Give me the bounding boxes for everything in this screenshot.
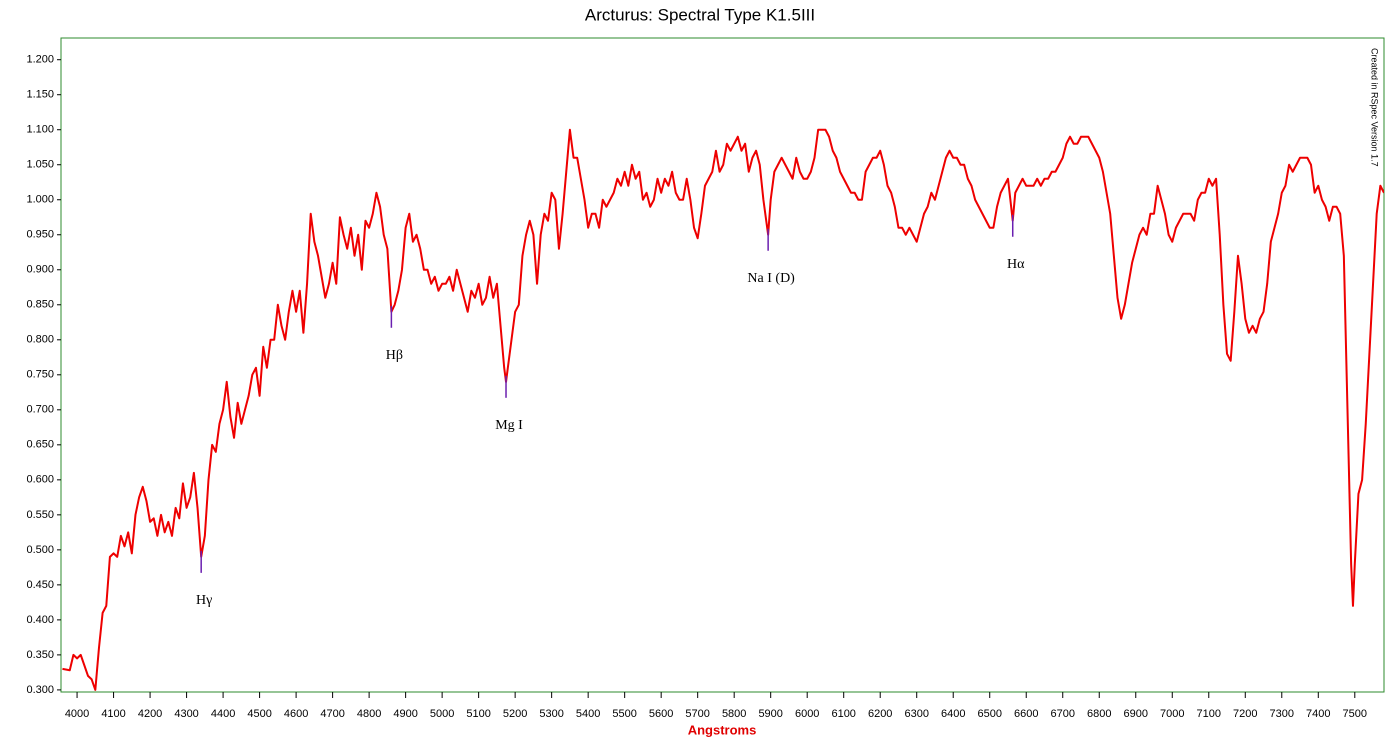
y-tick-label: 0.400 [26, 614, 54, 626]
line-annotation: Mg I [495, 418, 523, 433]
side-note: Created in RSpec Version 1.7 [1370, 48, 1380, 167]
y-tick-label: 1.050 [26, 159, 54, 171]
x-tick-label: 4800 [357, 708, 381, 720]
x-tick-label: 4400 [211, 708, 235, 720]
x-tick-label: 5900 [758, 708, 782, 720]
line-annotation: Hγ [196, 593, 212, 608]
x-tick-label: 4000 [65, 708, 89, 720]
y-tick-label: 0.750 [26, 369, 54, 381]
x-tick-label: 6000 [795, 708, 819, 720]
x-tick-label: 4200 [138, 708, 162, 720]
x-tick-label: 5500 [612, 708, 636, 720]
x-tick-label: 5600 [649, 708, 673, 720]
x-tick-label: 4100 [101, 708, 125, 720]
x-tick-label: 5700 [685, 708, 709, 720]
x-tick-label: 4600 [284, 708, 308, 720]
y-tick-label: 1.100 [26, 124, 54, 136]
x-tick-label: 7500 [1343, 708, 1367, 720]
x-tick-label: 6400 [941, 708, 965, 720]
plot-area [62, 128, 1384, 691]
line-annotation: Hβ [386, 348, 403, 363]
y-tick-label: 0.300 [26, 684, 54, 696]
x-tick-label: 4500 [247, 708, 271, 720]
x-tick-label: 4300 [174, 708, 198, 720]
y-tick-label: 0.450 [26, 579, 54, 591]
spectrum-line [62, 128, 1384, 691]
x-tick-label: 4700 [320, 708, 344, 720]
y-tick-label: 0.900 [26, 264, 54, 276]
x-tick-label: 6100 [831, 708, 855, 720]
x-tick-label: 5800 [722, 708, 746, 720]
x-tick-label: 6800 [1087, 708, 1111, 720]
x-tick-label: 5200 [503, 708, 527, 720]
x-tick-label: 7400 [1306, 708, 1330, 720]
x-tick-label: 6600 [1014, 708, 1038, 720]
x-tick-label: 5100 [466, 708, 490, 720]
x-tick-label: 6700 [1050, 708, 1074, 720]
x-tick-label: 4900 [393, 708, 417, 720]
line-annotation: Hα [1007, 257, 1025, 272]
x-tick-label: 5300 [539, 708, 563, 720]
chart-title: Arcturus: Spectral Type K1.5III [585, 5, 815, 24]
y-tick-label: 0.700 [26, 404, 54, 416]
y-tick-label: 1.000 [26, 194, 54, 206]
y-tick-label: 0.950 [26, 229, 54, 241]
y-tick-label: 0.550 [26, 509, 54, 521]
y-tick-label: 0.600 [26, 474, 54, 486]
y-tick-label: 0.850 [26, 299, 54, 311]
x-tick-label: 6300 [904, 708, 928, 720]
y-tick-label: 0.350 [26, 649, 54, 661]
x-tick-label: 7000 [1160, 708, 1184, 720]
x-tick-label: 7200 [1233, 708, 1257, 720]
x-axis-label: Angstroms [688, 722, 757, 737]
y-tick-label: 0.500 [26, 544, 54, 556]
plot-frame [60, 37, 1385, 693]
x-tick-label: 6900 [1124, 708, 1148, 720]
x-tick-label: 6500 [977, 708, 1001, 720]
y-tick-label: 0.650 [26, 439, 54, 451]
line-annotation: Na I (D) [747, 271, 795, 286]
y-tick-label: 0.800 [26, 334, 54, 346]
x-tick-label: 5000 [430, 708, 454, 720]
y-tick-label: 1.150 [26, 89, 54, 101]
x-tick-label: 7300 [1270, 708, 1294, 720]
y-tick-label: 1.200 [26, 54, 54, 66]
x-tick-label: 6200 [868, 708, 892, 720]
x-tick-label: 7100 [1197, 708, 1221, 720]
x-tick-label: 5400 [576, 708, 600, 720]
